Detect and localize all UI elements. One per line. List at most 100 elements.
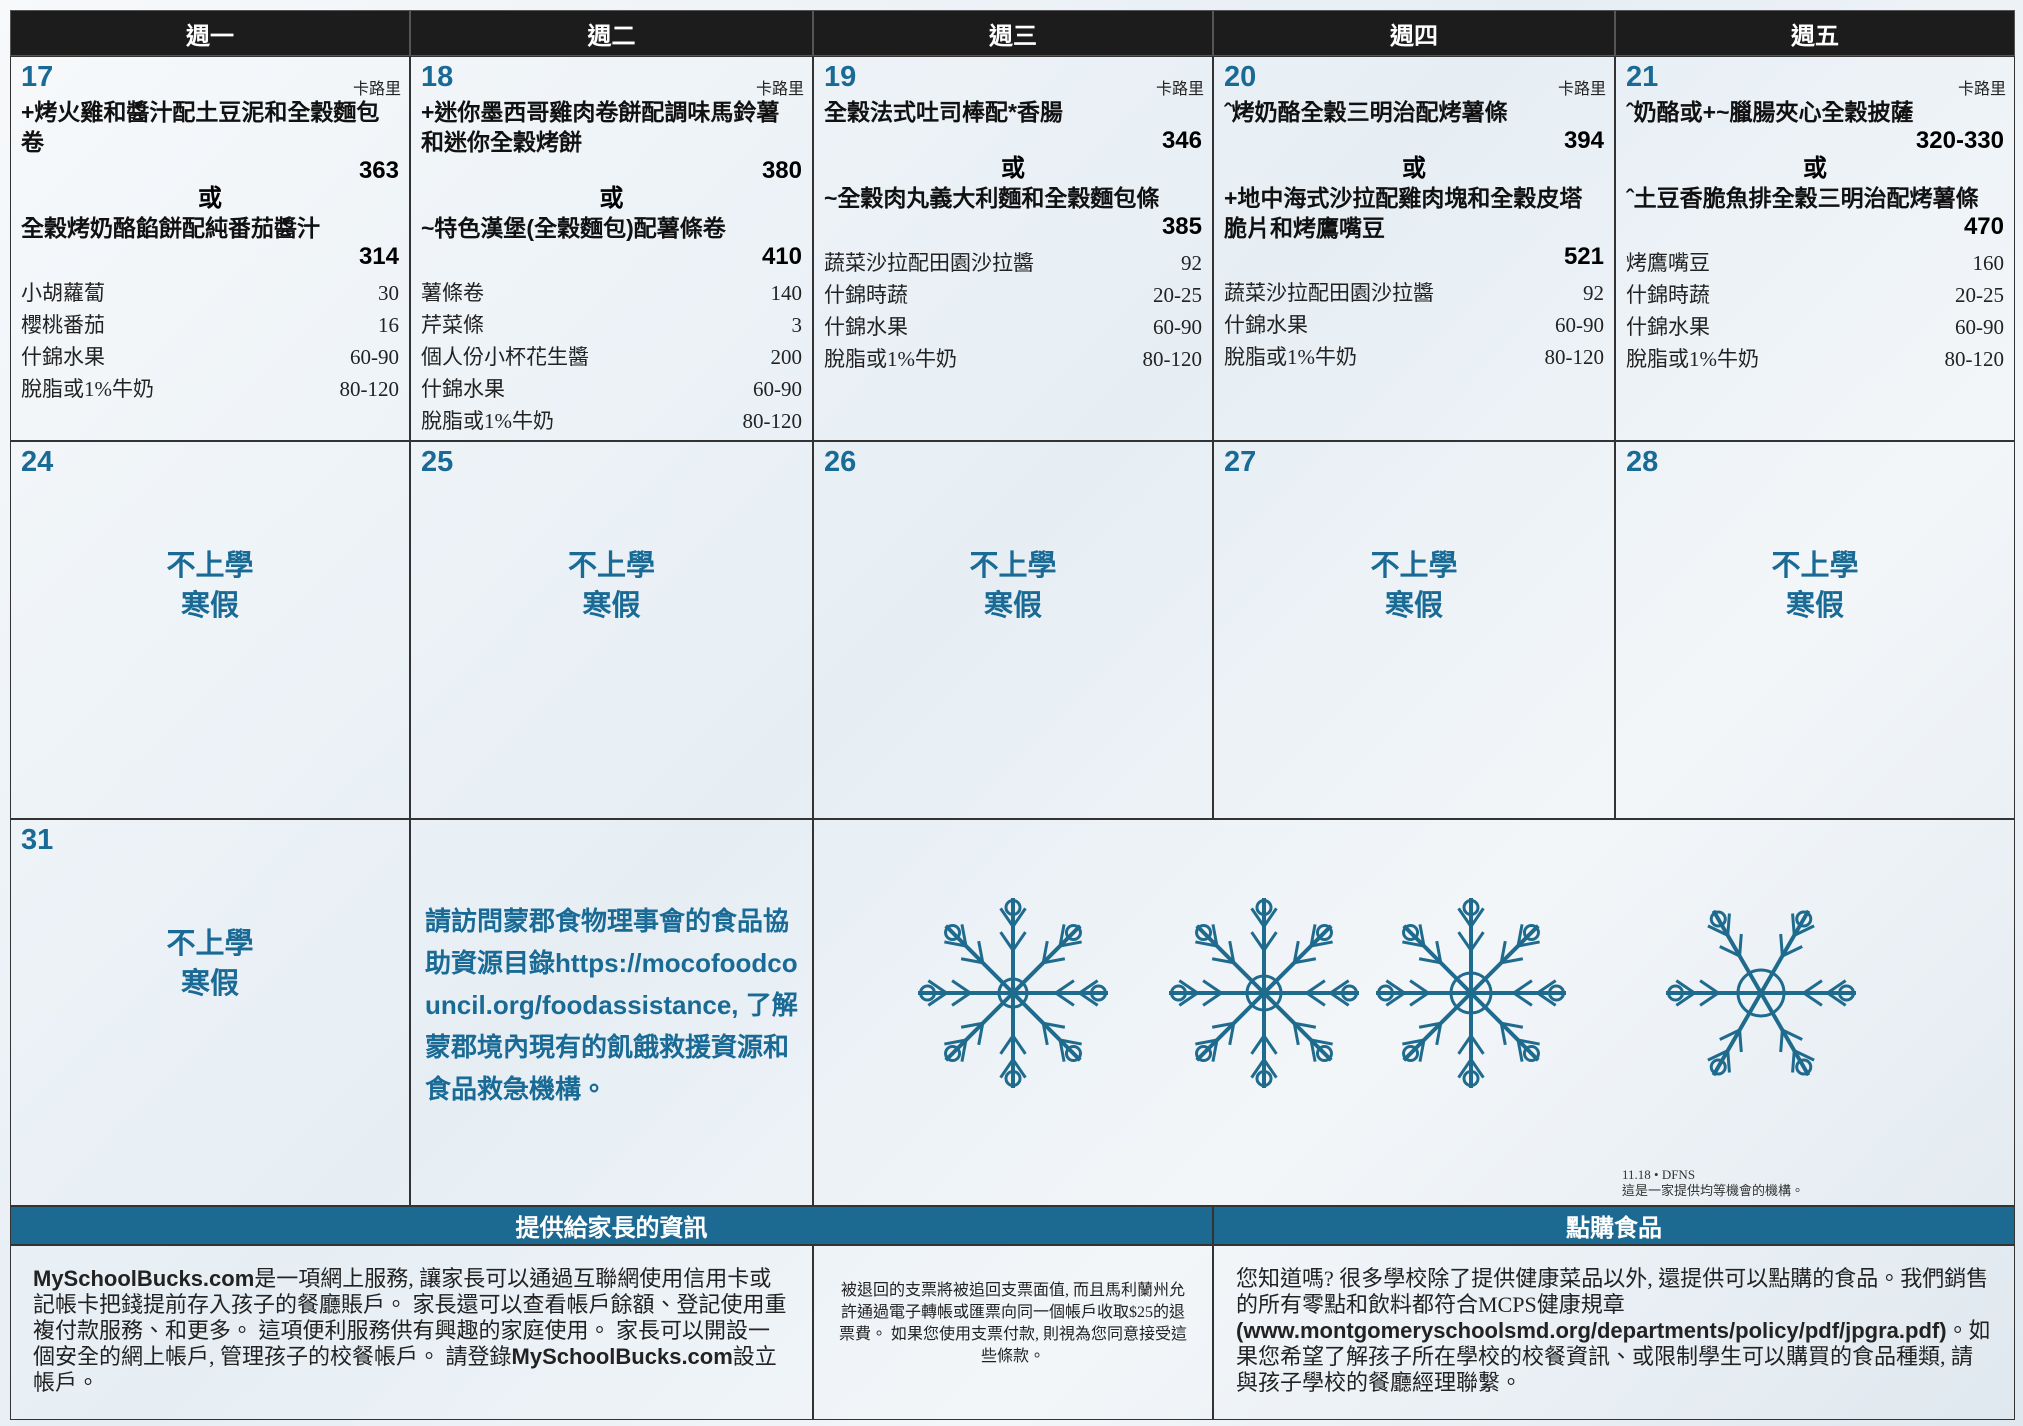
snowflake-part bbox=[1211, 1039, 1219, 1062]
side-item: 什錦水果 60-90 bbox=[21, 341, 399, 373]
art-cell: 11.18 • DFNS 這是一家提供均等機會的機構。 bbox=[813, 819, 2015, 1206]
snowflake-part bbox=[1409, 979, 1430, 995]
snowflake-part bbox=[1195, 1038, 1218, 1046]
section-bar: 提供給家長的資訊 bbox=[10, 1206, 1213, 1245]
snowflake-part bbox=[1418, 1021, 1442, 1029]
snowflake-part bbox=[944, 924, 962, 942]
text-part: MySchoolBucks.com bbox=[511, 1344, 733, 1369]
snowflake-part bbox=[1781, 1028, 1803, 1041]
snowflake-part bbox=[1341, 984, 1358, 1002]
date: 21 bbox=[1626, 61, 1659, 93]
snowflake-part bbox=[1738, 1029, 1743, 1053]
date: 20 bbox=[1224, 61, 1257, 93]
snowflake-part bbox=[1329, 991, 1350, 1007]
snowflake-part bbox=[1548, 984, 1565, 1002]
snowflake-part bbox=[997, 977, 1029, 1009]
side-item: 脫脂或1%牛奶 80-120 bbox=[421, 405, 802, 437]
or: 或 bbox=[1001, 155, 1025, 182]
side-item: 脫脂或1%牛奶 80-120 bbox=[824, 343, 1202, 375]
snowflake-part bbox=[1512, 979, 1533, 995]
snowflake-part bbox=[1078, 991, 1099, 1007]
snowflake-part bbox=[1011, 907, 1027, 928]
snowflake-part bbox=[927, 979, 948, 995]
snowflake-part bbox=[1469, 931, 1485, 952]
side-name: 脫脂或1%牛奶 bbox=[1626, 347, 1759, 371]
side-item: 個人份小杯花生醬 200 bbox=[421, 341, 802, 373]
snowflake-part bbox=[960, 1021, 984, 1029]
snowflake-part bbox=[951, 991, 972, 1007]
snowflake-part bbox=[1795, 1058, 1813, 1076]
snowflake-part bbox=[1195, 940, 1218, 948]
snowflake-part bbox=[1457, 931, 1473, 952]
snowflake-part bbox=[1738, 933, 1743, 957]
snowflake-part bbox=[1791, 913, 1796, 936]
menu-body: +迷你墨西哥雞肉卷餅配調味馬鈴薯和迷你全穀烤餅 380 或 ~特色漢堡(全穀麵包)配薯… bbox=[421, 97, 802, 437]
note: 寒假 bbox=[1785, 590, 1844, 622]
side-calories: 80-120 bbox=[1944, 347, 2005, 371]
side-item: 什錦水果 60-90 bbox=[1626, 311, 2004, 343]
side-item: 小胡蘿蔔 30 bbox=[21, 277, 399, 309]
snowflake-part bbox=[1826, 991, 1847, 1007]
snowflake-part bbox=[1522, 1044, 1540, 1062]
calorie-label: 卡路里 bbox=[352, 81, 401, 98]
footer-statement: 這是一家提供均等機會的機構。 bbox=[1622, 1183, 1805, 1198]
snowflake-part bbox=[1178, 991, 1199, 1007]
snowflake-part bbox=[1536, 991, 1557, 1007]
snowflake-part bbox=[1250, 907, 1266, 928]
calorie-label: 卡路里 bbox=[755, 81, 804, 98]
side-calories: 80-120 bbox=[1544, 345, 1605, 369]
snowflake-part bbox=[1059, 1038, 1082, 1046]
day-cell: 27 不上學 寒假 bbox=[1213, 441, 1615, 819]
snowflake-part bbox=[1826, 979, 1847, 995]
snowflake-part bbox=[1517, 940, 1540, 948]
sides: 薯條卷 140 芹菜條 3 個人份小杯花生醬 200 什錦水果 60-90 脫脂或1%牛奶 80-… bbox=[421, 277, 802, 437]
side-name: 芹菜條 bbox=[421, 313, 484, 337]
snowflake-part bbox=[1418, 1039, 1426, 1062]
snowflake-part bbox=[1255, 899, 1273, 916]
snowflake-part bbox=[1469, 907, 1485, 928]
side-item: 什錦時蔬 20-25 bbox=[824, 279, 1202, 311]
side-calories: 60-90 bbox=[1555, 313, 1604, 337]
snowflake-part bbox=[1202, 979, 1223, 995]
side-item: 什錦水果 60-90 bbox=[1224, 309, 1604, 341]
side-item: 薯條卷 140 bbox=[421, 277, 802, 309]
side-item: 脫脂或1%牛奶 80-120 bbox=[21, 373, 399, 405]
side-item: 什錦水果 60-90 bbox=[824, 311, 1202, 343]
entree: ˆ奶酪或+~臘腸夾心全穀披薩 bbox=[1626, 99, 1914, 125]
side-calories: 16 bbox=[378, 313, 399, 337]
snowflake-part bbox=[1041, 940, 1049, 964]
sides: 小胡蘿蔔 30 櫻桃番茄 16 什錦水果 60-90 脫脂或1%牛奶 80-120 bbox=[21, 277, 399, 405]
snowflake-part bbox=[1522, 924, 1540, 942]
day-header: 週三 bbox=[813, 10, 1213, 56]
text-part: (www.montgomeryschoolsmd.org/departments… bbox=[1236, 1318, 1947, 1343]
side-name: 蔬菜沙拉配田園沙拉醬 bbox=[1224, 281, 1434, 305]
snowflake-part bbox=[999, 907, 1015, 928]
snowflake-part bbox=[1516, 924, 1524, 947]
snowflake-part bbox=[1418, 924, 1426, 947]
menu-body: 全穀法式吐司棒配*香腸 346 或 ~全穀肉丸義大利麵和全穀麵包條 385 蔬菜沙拉配田園… bbox=[824, 97, 1202, 375]
note: 寒假 bbox=[983, 590, 1042, 622]
snowflake-part bbox=[1457, 1034, 1473, 1055]
snowflake-part bbox=[1435, 940, 1443, 964]
snowflake-part bbox=[1178, 979, 1199, 995]
entree-calories: 363 bbox=[358, 157, 399, 184]
side-calories: 30 bbox=[378, 281, 399, 305]
snowflake-part bbox=[1736, 968, 1786, 1018]
snowflake-part bbox=[1293, 1021, 1317, 1029]
snowflake-part bbox=[1011, 931, 1027, 952]
snowflake-part bbox=[1004, 899, 1022, 916]
entree: 全穀烤奶酪餡餅配純番茄醬汁 bbox=[21, 215, 320, 241]
snowflake-part bbox=[977, 1022, 985, 1046]
snowflake-part bbox=[1409, 991, 1430, 1007]
side-item: 脫脂或1%牛奶 80-120 bbox=[1626, 343, 2004, 375]
snowflake-part bbox=[944, 1044, 962, 1062]
snowflake-part bbox=[960, 1039, 968, 1062]
snowflake-part bbox=[1418, 957, 1442, 965]
note: 不上學 bbox=[166, 550, 254, 582]
snowflake-part bbox=[1255, 1070, 1273, 1087]
snowflake-part bbox=[1228, 940, 1236, 964]
snowflake-part bbox=[1228, 1022, 1236, 1046]
snowflake-part bbox=[1457, 907, 1473, 928]
menu-body: ˆ烤奶酪全穀三明治配烤薯條 394 或 +地中海式沙拉配雞肉塊和全穀皮塔脆片和烤鷹嘴豆… bbox=[1224, 97, 1604, 373]
sides: 蔬菜沙拉配田園沙拉醬 92 什錦水果 60-90 脫脂或1%牛奶 80-120 bbox=[1224, 277, 1604, 373]
